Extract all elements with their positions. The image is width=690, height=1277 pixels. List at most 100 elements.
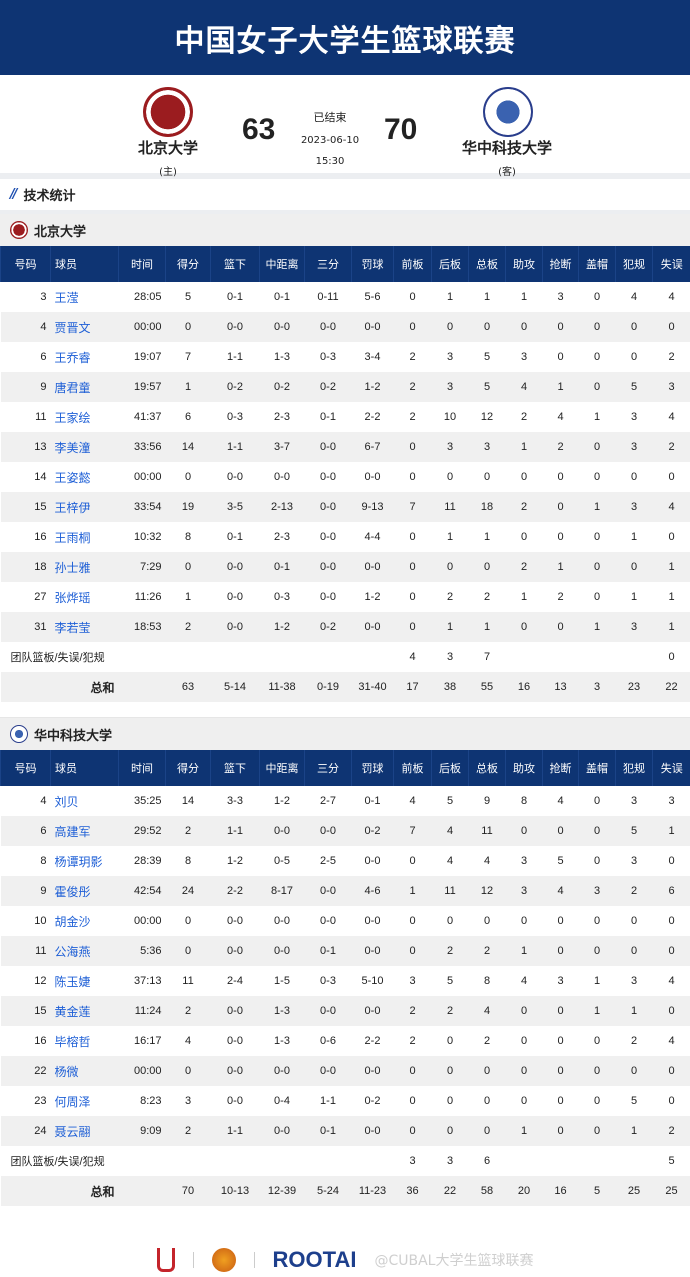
team-stats-row: 团队篮板/失误/犯规 4 3 7 0 [1, 642, 690, 672]
column-header[interactable]: 球员 [50, 246, 119, 282]
player-link[interactable]: 霍俊彤 [54, 884, 91, 899]
player-link[interactable]: 毕榕哲 [54, 1034, 91, 1049]
column-header[interactable]: 号码 [0, 750, 51, 786]
column-header[interactable]: 盖帽 [578, 750, 616, 786]
stat-cell: 0 [593, 291, 601, 303]
player-link[interactable]: 杨谭玥影 [54, 854, 103, 869]
stat-cell: 1 [520, 591, 528, 603]
player-link[interactable]: 贾晋文 [54, 320, 91, 335]
stat-cell: 3 [630, 975, 638, 987]
column-header[interactable]: 盖帽 [578, 246, 616, 282]
stat-cell: 11 [35, 411, 47, 423]
stat-cell: 5-24 [316, 1185, 340, 1197]
stat-cell: 0 [409, 441, 416, 453]
column-header[interactable]: 中距离 [259, 246, 305, 282]
column-header[interactable]: 犯规 [615, 750, 653, 786]
stat-cell: 2 [520, 561, 528, 573]
stat-cell: 0-0 [320, 825, 336, 837]
stat-cell: 23 [627, 681, 641, 693]
home-score: 63 [242, 113, 276, 146]
column-header[interactable]: 时间 [118, 750, 166, 786]
column-header[interactable]: 中距离 [259, 750, 305, 786]
player-link[interactable]: 杨微 [54, 1064, 79, 1079]
column-header[interactable]: 三分 [304, 750, 352, 786]
column-header[interactable]: 总板 [468, 750, 506, 786]
stat-cell: 3 [520, 351, 528, 363]
stat-cell: 0 [557, 531, 564, 543]
stat-cell: 16 [517, 681, 531, 693]
column-header[interactable]: 篮下 [210, 246, 260, 282]
column-header[interactable]: 时间 [118, 246, 166, 282]
stat-cell: 12 [34, 975, 47, 987]
stat-cell: 11 [182, 975, 194, 987]
column-header[interactable]: 篮下 [210, 750, 260, 786]
player-link[interactable]: 王滢 [54, 290, 79, 305]
column-header[interactable]: 得分 [165, 750, 211, 786]
column-header[interactable]: 抢断 [542, 246, 579, 282]
stat-cell: 0 [409, 945, 416, 957]
stat-cell: 0-0 [364, 915, 381, 927]
match-time: 15:30 [315, 156, 345, 167]
player-link[interactable]: 何周泽 [54, 1094, 91, 1109]
player-link[interactable]: 黄金莲 [54, 1004, 91, 1019]
column-header[interactable]: 号码 [0, 246, 51, 282]
stat-cell: 11-38 [268, 681, 296, 693]
player-link[interactable]: 张烨瑶 [54, 590, 91, 605]
stat-cell: 1 [483, 531, 491, 543]
stat-cell: 0 [557, 915, 564, 927]
column-header[interactable]: 抢断 [542, 750, 579, 786]
player-link[interactable]: 陈玉婕 [54, 974, 91, 989]
stat-cell: 0 [668, 1065, 675, 1077]
column-header[interactable]: 助攻 [505, 750, 543, 786]
stat-cell: 1 [593, 621, 601, 633]
stat-cell: 1 [593, 975, 601, 987]
player-link[interactable]: 胡金沙 [54, 914, 91, 929]
column-header[interactable]: 犯规 [615, 246, 653, 282]
player-link[interactable]: 高建军 [54, 824, 91, 839]
player-link[interactable]: 王姿懿 [54, 470, 91, 485]
stat-cell: 0-0 [227, 915, 243, 927]
stat-cell: 0-2 [274, 381, 290, 393]
stat-cell: 18 [34, 561, 47, 573]
player-link[interactable]: 公海燕 [54, 944, 91, 959]
stat-cell: 12 [480, 411, 494, 423]
stat-cell: 10:32 [133, 531, 162, 543]
player-link[interactable]: 李若莹 [54, 620, 91, 635]
player-link[interactable]: 聂云翮 [54, 1124, 91, 1139]
stat-cell: 10 [443, 411, 457, 423]
player-link[interactable]: 孙士雅 [54, 560, 91, 575]
stat-cell: 6 [483, 1155, 491, 1167]
player-link[interactable]: 王乔睿 [54, 350, 91, 365]
column-header[interactable]: 球员 [50, 750, 119, 786]
player-row: 24 聂云翮 9:09 2 1-1 0-0 0-1 0-0 0 0 0 1 0 0 1 2 [0, 1116, 690, 1146]
column-header[interactable]: 罚球 [351, 750, 394, 786]
column-header[interactable]: 总板 [468, 246, 506, 282]
player-link[interactable]: 王家绘 [54, 410, 91, 425]
stat-cell: 0 [630, 471, 638, 483]
player-link[interactable]: 唐君童 [54, 380, 91, 395]
stat-cell: 0 [668, 855, 675, 867]
column-header[interactable]: 失误 [652, 750, 690, 786]
stat-cell: 3 [630, 441, 638, 453]
player-row: 8 杨谭玥影 28:39 8 1-2 0-5 2-5 0-0 0 4 4 3 5 0 3 0 [1, 846, 690, 876]
column-header[interactable]: 罚球 [351, 246, 394, 282]
column-header[interactable]: 前板 [393, 246, 432, 282]
column-header[interactable]: 三分 [304, 246, 352, 282]
stat-cell: 0 [483, 1095, 491, 1107]
stat-cell: 0-0 [227, 1035, 243, 1047]
column-header[interactable]: 助攻 [505, 246, 543, 282]
column-header[interactable]: 得分 [165, 246, 211, 282]
column-header[interactable]: 失误 [652, 246, 690, 282]
player-link[interactable]: 李美潼 [54, 440, 91, 455]
stat-cell: 4 [668, 291, 675, 303]
column-header[interactable]: 前板 [393, 750, 432, 786]
stat-cell: 0 [557, 1095, 564, 1107]
column-header[interactable]: 后板 [431, 750, 469, 786]
column-header[interactable]: 后板 [431, 246, 469, 282]
stat-cell: 0-3 [320, 975, 336, 987]
player-link[interactable]: 王梓伊 [54, 500, 91, 515]
player-link[interactable]: 王雨桐 [54, 530, 91, 545]
player-link[interactable]: 刘贝 [54, 794, 79, 809]
stat-cell: 0 [630, 321, 638, 333]
stat-cell: 11-23 [358, 1185, 387, 1197]
